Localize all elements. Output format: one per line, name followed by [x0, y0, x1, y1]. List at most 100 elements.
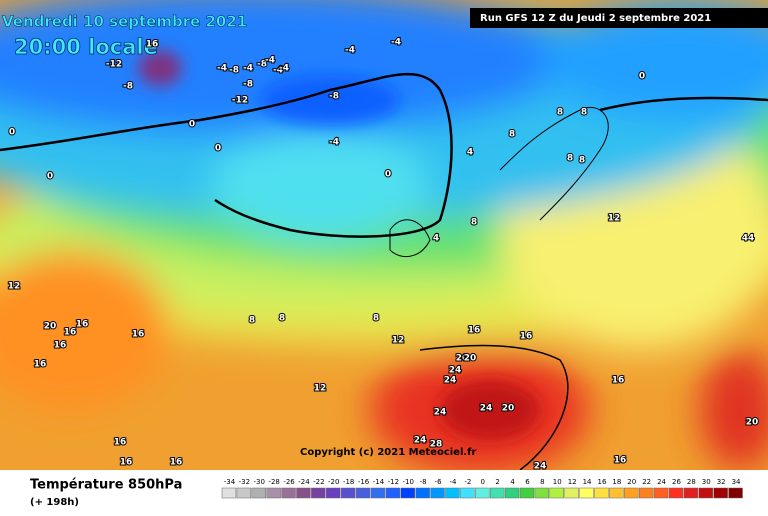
scale-label: 4 [510, 478, 515, 486]
contour-label: 16 [612, 376, 625, 386]
scale-label: -8 [420, 478, 427, 486]
contour-label: 20 [746, 418, 759, 428]
contour-label: 4 [433, 234, 439, 244]
local-time: 20:00 locale [14, 35, 158, 59]
contour-label: 24 [534, 462, 547, 472]
contour-label: 8 [567, 154, 573, 164]
scale-label: -20 [328, 478, 339, 486]
scale-label: 2 [495, 478, 499, 486]
scale-label: -26 [283, 478, 295, 486]
scale-label: -6 [435, 478, 443, 486]
contour-label: 8 [279, 314, 285, 324]
contour-label: -4 [217, 64, 227, 74]
contour-label: 16 [114, 438, 127, 448]
scale-label: 34 [732, 478, 741, 486]
scale-cell [564, 487, 579, 499]
contour-label: 44 [742, 234, 755, 244]
scale-label: -28 [268, 478, 279, 486]
contour-label: 0 [47, 172, 53, 182]
footer-lead: (+ 198h) [30, 497, 79, 508]
scale-cell [683, 487, 699, 499]
scale-cell [624, 487, 639, 499]
contour-label: -4 [243, 64, 253, 74]
scale-label: -2 [464, 478, 471, 486]
contour-label: 20 [456, 354, 469, 364]
scale-label: 12 [568, 478, 577, 486]
scale-cell [281, 487, 296, 499]
scale-cell [698, 487, 713, 499]
contour-label: 16 [520, 332, 533, 342]
contour-label: 28 [430, 440, 443, 450]
scale-cell [251, 487, 266, 499]
contour-label: -8 [243, 80, 253, 90]
scale-label: 30 [702, 478, 711, 486]
scale-label: -32 [239, 478, 250, 486]
contour-label: -4 [391, 38, 401, 48]
contour-label: -4 [273, 66, 283, 76]
scale-label: 14 [583, 478, 592, 486]
scale-cell [475, 487, 490, 499]
copyright: Copyright (c) 2021 Meteociel.fr [300, 447, 477, 458]
coastline-scandinavia [499, 106, 609, 221]
contour-label: -4 [345, 46, 355, 56]
temperature-field: Copyright (c) 2021 Meteociel.fr [0, 0, 768, 470]
scale-cell [460, 487, 475, 499]
contour-label: 24 [449, 366, 462, 376]
contour-label: 0 [189, 120, 195, 130]
contour-labels: 16-12-8-4-4-8 -4 -8-12-4 -4-8-4-4000-4-8000… [7, 37, 760, 473]
scale-cell [653, 487, 669, 499]
contour-label: 8 [581, 108, 587, 118]
scale-cell [296, 487, 311, 499]
contour-label: -12 [232, 96, 248, 106]
contour-label: 0 [385, 170, 391, 180]
contour-label: -8 [329, 92, 339, 102]
scale-cell [266, 487, 281, 499]
contour-label: 12 [314, 384, 327, 394]
scale-cell [638, 487, 654, 499]
scale-cell [221, 487, 237, 499]
run-box [470, 8, 768, 28]
contour-label: 24 [480, 404, 493, 414]
scale-cell [534, 487, 550, 499]
scale-label: 8 [540, 478, 544, 486]
contour-label: 16 [132, 330, 145, 340]
scale-cell [594, 487, 609, 499]
scale-cell [489, 487, 505, 499]
scale-label: -16 [358, 478, 370, 486]
contour-label: 0 [9, 128, 15, 138]
valid-date: Vendredi 10 septembre 2021 [2, 13, 247, 31]
contour-label: -4 [265, 56, 275, 66]
contour-label: -8 [257, 60, 267, 70]
scale-cell [340, 487, 356, 499]
contour-label: 16 [64, 328, 77, 338]
contour-label: 0 [639, 72, 645, 82]
scale-cell [355, 487, 371, 499]
contour-label: 20 [464, 354, 477, 364]
contour-label: 8 [579, 156, 585, 166]
scale-label: 16 [597, 478, 606, 486]
contour-label: 4 [467, 148, 473, 158]
scale-cell [326, 487, 341, 499]
scale-label: -10 [403, 478, 414, 486]
run-info: Run GFS 12 Z du Jeudi 2 septembre 2021 [480, 13, 711, 24]
scale-cell [519, 487, 535, 499]
scale-cell [504, 487, 520, 499]
scale-label: -12 [388, 478, 399, 486]
contour-label: 12 [8, 282, 21, 292]
contour-label: 16 [34, 360, 47, 370]
contour-label: 12 [392, 336, 405, 346]
scale-label: 10 [553, 478, 562, 486]
scale-cell [609, 487, 624, 499]
scale-label: 18 [612, 478, 621, 486]
zero-isotherm [0, 72, 453, 238]
scale-label: -14 [373, 478, 385, 486]
scale-cell [549, 487, 564, 499]
contour-label: -4 [329, 138, 339, 148]
contour-label: 24 [434, 408, 447, 418]
scale-cell [445, 487, 460, 499]
scale-label: 20 [627, 478, 636, 486]
scale-label: 26 [672, 478, 681, 486]
scale-cell [713, 487, 728, 499]
